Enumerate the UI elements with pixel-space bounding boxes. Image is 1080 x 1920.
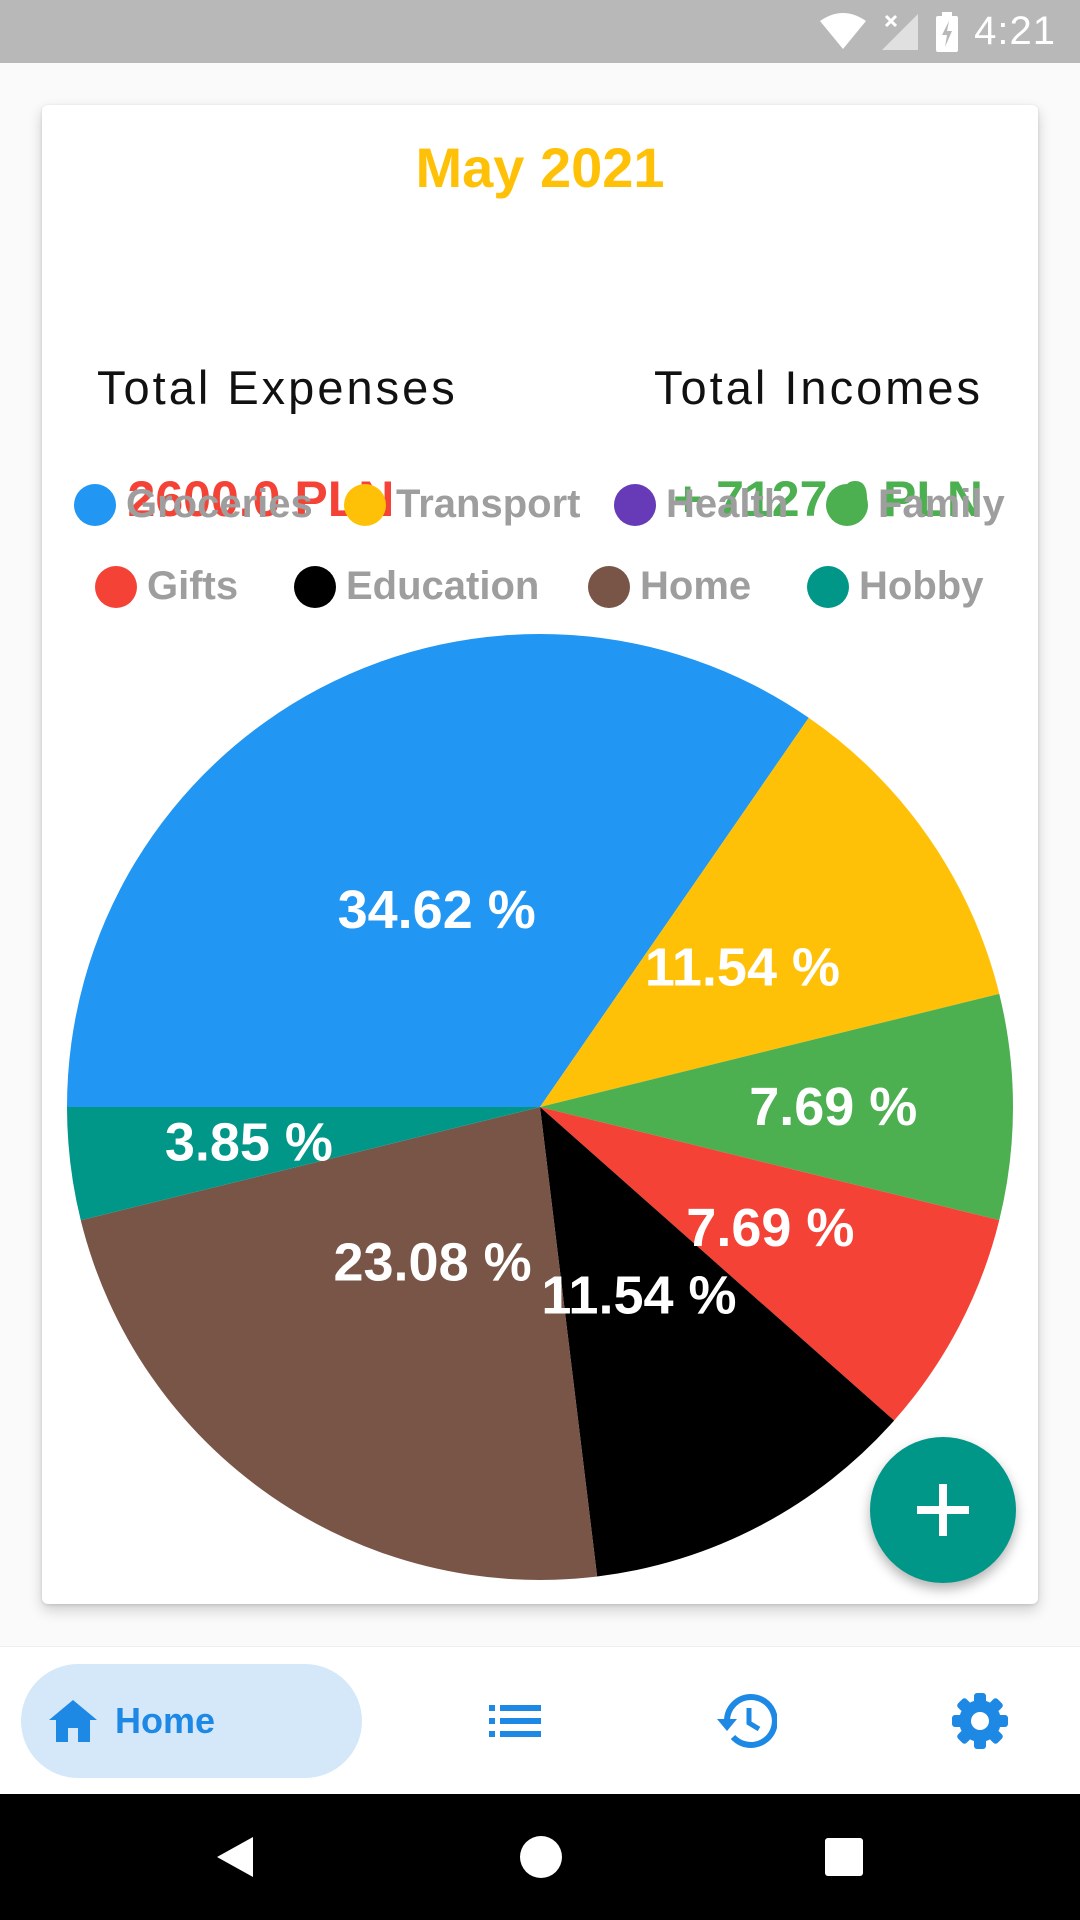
legend-item-groceries: Groceries	[74, 482, 313, 527]
pie-slice-gifts	[540, 1107, 1000, 1421]
nav-history[interactable]	[717, 1691, 777, 1751]
back-icon[interactable]	[213, 1835, 257, 1879]
home-circle-icon[interactable]	[519, 1835, 563, 1879]
bottom-navigation: Home	[0, 1646, 1080, 1794]
pie-slice-home	[80, 1107, 598, 1580]
pie-label-gifts: 7.69 %	[686, 1198, 854, 1258]
month-summary-card: May 2021 Total Expenses Total Incomes - …	[42, 105, 1038, 1604]
legend-label: Family	[878, 482, 1005, 526]
pie-label-transport: 11.54 %	[645, 937, 840, 997]
nav-settings[interactable]	[950, 1691, 1010, 1751]
legend-dot	[588, 565, 630, 608]
legend-item-health: Health	[614, 482, 788, 527]
legend-dot	[807, 565, 849, 608]
nav-home-label: Home	[115, 1700, 216, 1741]
legend-item-education: Education	[294, 564, 539, 609]
pie-slice-groceries	[67, 634, 809, 1107]
legend-dot	[95, 565, 137, 608]
total-incomes-label: Total Incomes	[654, 361, 983, 414]
pie-label-family: 7.69 %	[749, 1077, 917, 1137]
expenses-pie-chart: 34.62 %11.54 %7.69 %7.69 %11.54 %23.08 %…	[67, 634, 1013, 1580]
legend-dot	[614, 483, 656, 526]
pie-label-home: 23.08 %	[333, 1233, 531, 1293]
nav-home[interactable]: Home	[21, 1664, 362, 1778]
pie-slice-hobby	[67, 1107, 540, 1221]
legend-item-gifts: Gifts	[95, 564, 238, 609]
pie-slice-transport	[540, 717, 1000, 1107]
legend-label: Health	[666, 482, 789, 526]
pie-label-hobby: 3.85 %	[165, 1112, 333, 1172]
recents-icon[interactable]	[824, 1837, 864, 1877]
nav-transactions-list[interactable]	[485, 1691, 545, 1751]
legend-item-home: Home	[588, 564, 751, 609]
legend-label: Education	[346, 564, 540, 608]
month-title: May 2021	[415, 136, 665, 199]
clock-time: 4:21	[974, 9, 1056, 53]
legend-dot	[344, 483, 386, 526]
pie-label-education: 11.54 %	[541, 1265, 736, 1325]
legend-label: Transport	[396, 482, 581, 526]
status-bar: 4:21	[0, 0, 1080, 63]
legend-label: Gifts	[147, 564, 239, 608]
battery-charging-icon	[936, 11, 959, 52]
pie-label-groceries: 34.62 %	[338, 880, 536, 940]
wifi-icon	[820, 12, 867, 49]
legend-label: Groceries	[126, 482, 313, 526]
add-transaction-button[interactable]	[870, 1437, 1016, 1583]
legend-label: Home	[640, 564, 752, 608]
pie-slice-family	[540, 993, 1013, 1221]
pie-slice-education	[540, 1107, 895, 1577]
plus-icon	[917, 1484, 969, 1536]
legend-item-hobby: Hobby	[807, 564, 983, 609]
total-expenses-label: Total Expenses	[97, 361, 458, 414]
legend-dot	[294, 565, 336, 608]
cellular-no-signal-icon	[882, 13, 919, 50]
list-icon	[489, 1705, 541, 1737]
history-icon	[717, 1694, 777, 1748]
legend-item-transport: Transport	[344, 482, 580, 527]
home-icon	[49, 1700, 97, 1742]
legend-item-family: Family	[826, 482, 1005, 527]
system-navigation-bar	[0, 1794, 1080, 1920]
legend-dot	[74, 483, 116, 526]
legend-dot	[826, 483, 868, 526]
legend-label: Hobby	[859, 564, 984, 608]
settings-icon	[952, 1693, 1008, 1749]
